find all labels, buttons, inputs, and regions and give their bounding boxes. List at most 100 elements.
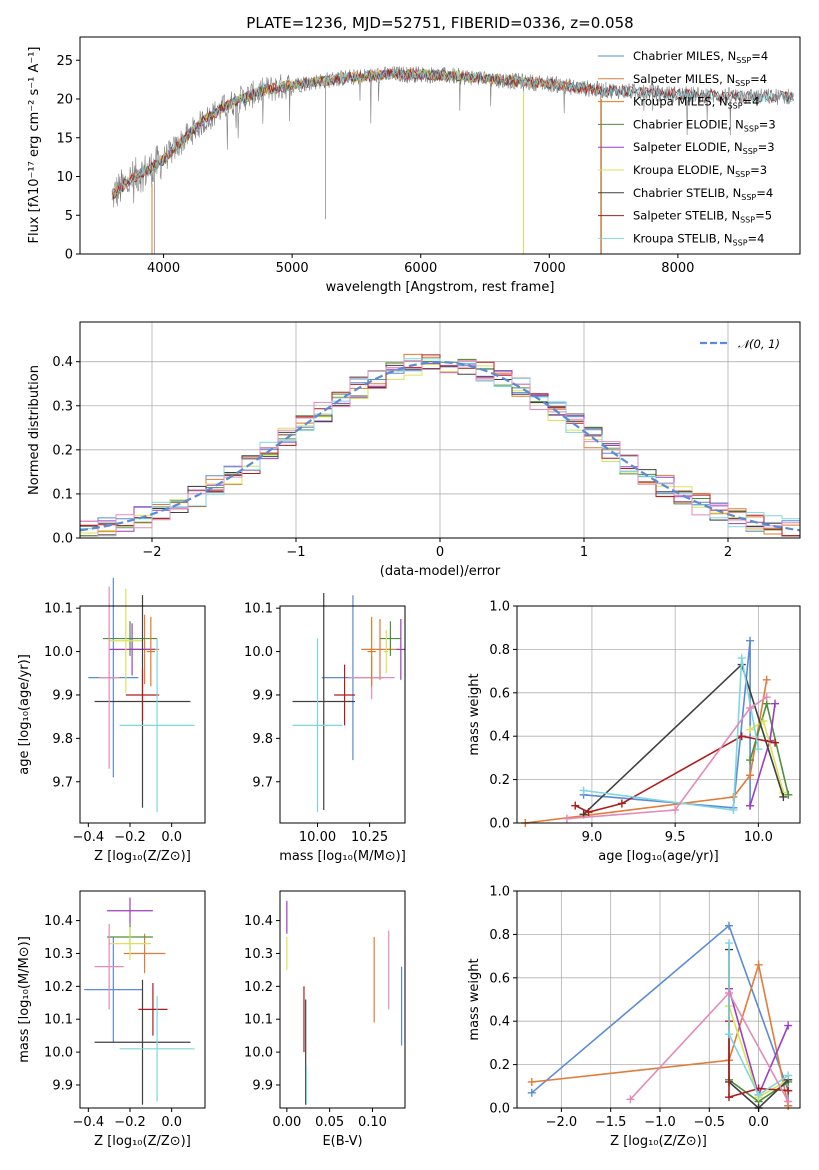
weight-marker: [779, 792, 788, 801]
y-tick-label: 10.4: [44, 914, 73, 929]
x-tick-label: 0.0: [161, 830, 182, 845]
x-tick-label: 7000: [533, 261, 566, 276]
y-tick-label: 1.0: [489, 600, 510, 615]
x-axis-label: E(B-V): [322, 1134, 362, 1149]
x-tick-label: −0.4: [73, 1115, 105, 1130]
y-tick-label: 0.2: [489, 773, 510, 788]
legend-label-subscript: SSP: [743, 147, 758, 156]
panel-mass_vs_z: −0.4 −0.2 0.0 9.9 10.0 10.1 10.2 10.3 10.4 Z [log…: [17, 890, 206, 1149]
x-tick-label: 0: [436, 545, 444, 560]
y-tick-label: 0.2: [52, 443, 73, 458]
legend-label-gaussian: 𝒩(0, 1): [738, 337, 780, 351]
weight-marker: [725, 988, 734, 997]
legend-label-rest: =3: [759, 117, 776, 131]
weight-marker: [737, 732, 746, 741]
y-tick-label: 10.1: [44, 1013, 73, 1028]
x-tick-label: 9.0: [582, 830, 603, 845]
y-axis-label: Flux [fλ10⁻¹⁷ erg cm⁻² s⁻¹ A⁻¹]: [27, 47, 42, 244]
observed-spectrum: [111, 66, 794, 208]
x-tick-label: 10.00: [299, 830, 336, 845]
weight-marker: [725, 921, 734, 930]
model-line-4: [111, 67, 524, 201]
y-tick-label: 9.9: [52, 688, 73, 703]
x-axis-label: wavelength [Angstrom, rest frame]: [326, 280, 555, 295]
y-tick-label: 0.4: [489, 1015, 510, 1030]
y-tick-label: 10.1: [244, 602, 273, 617]
x-tick-label: 8000: [661, 261, 694, 276]
weight-marker: [784, 1097, 793, 1106]
y-tick-label: 0.3: [52, 399, 73, 414]
legend-label-subscript: SSP: [740, 216, 755, 225]
panel-residuals: 𝒩(0, 1) −2 −1 0 1 2 0.0 0.1 0.2 0.3 0.4 (data-model…: [27, 321, 801, 579]
y-tick-label: 25: [56, 54, 73, 69]
weight-marker: [759, 717, 768, 726]
weight-marker: [746, 756, 755, 765]
x-tick-label: −0.5: [693, 1115, 725, 1130]
y-tick-label: 10: [56, 170, 73, 185]
x-tick-label: 0.00: [272, 1115, 301, 1130]
weight-marker: [527, 1077, 536, 1086]
legend-label-subscript: SSP: [736, 56, 751, 65]
legend-label: Kroupa STELIB, NSSP=4: [633, 231, 764, 247]
legend-label-rest: =3: [758, 140, 775, 154]
x-tick-label: 10.25: [351, 830, 388, 845]
y-tick-label: 1.0: [489, 885, 510, 900]
y-tick-label: 10.1: [244, 1013, 273, 1028]
legend-label-rest: =4: [751, 49, 768, 63]
y-tick-label: 0.1: [52, 487, 73, 502]
y-tick-label: 0: [65, 248, 73, 263]
y-tick-label: 0.4: [52, 355, 73, 370]
weight-marker: [762, 693, 771, 702]
y-axis-label: mass [log₁₀(M/M⊙)]: [17, 936, 32, 1063]
x-tick-label: −1.5: [595, 1115, 627, 1130]
y-tick-label: 10.4: [244, 914, 273, 929]
histogram-8: [79, 360, 801, 538]
panel-mass_vs_ebv: 0.00 0.05 0.10 9.9 10.0 10.1 10.2 10.3 10.4 E(B-V…: [244, 890, 406, 1149]
legend-label-subscript: SSP: [735, 79, 750, 88]
x-axis-label: Z [log₁₀(Z/Z⊙)]: [610, 1134, 707, 1149]
x-tick-label: −2: [142, 545, 161, 560]
x-axis-label: Z [log₁₀(Z/Z⊙)]: [94, 849, 191, 864]
x-tick-label: −1: [286, 545, 305, 560]
axes-frame: [79, 36, 801, 255]
y-tick-label: 10.2: [44, 980, 73, 995]
x-tick-label: 1: [580, 545, 588, 560]
legend-label: Salpeter STELIB, NSSP=5: [633, 209, 772, 225]
weight-line-1: [525, 679, 768, 824]
legend-label-subscript: SSP: [733, 238, 748, 247]
x-tick-label: −2.0: [546, 1115, 578, 1130]
panel-spectrum: Chabrier MILES, NSSP=4 Salpeter MILES, NS…: [27, 36, 801, 295]
model-line-5: [111, 68, 524, 200]
weight-line-6: [728, 1021, 789, 1099]
x-tick-label: −0.4: [73, 830, 105, 845]
y-tick-label: 20: [56, 93, 73, 108]
histogram-7: [79, 358, 801, 538]
legend-label-rest: =4: [750, 72, 767, 86]
y-tick-label: 9.7: [252, 775, 273, 790]
x-tick-label: 4000: [147, 261, 180, 276]
legend-label-rest: =4: [743, 95, 760, 109]
x-tick-label: 6000: [404, 261, 437, 276]
panel-age_vs_z: −0.4 −0.2 0.0 9.7 9.8 9.9 10.0 10.1 Z [log₁₀(Z/Z…: [17, 577, 206, 864]
x-tick-label: −1.0: [644, 1115, 676, 1130]
y-tick-label: 0.8: [489, 928, 510, 943]
weight-line-7: [583, 657, 760, 811]
weight-marker: [746, 801, 755, 810]
y-tick-label: 0.0: [489, 1102, 510, 1117]
weight-marker: [784, 1071, 793, 1080]
weight-marker: [737, 654, 746, 663]
legend-label-rest: =3: [750, 163, 767, 177]
y-tick-label: 10.0: [44, 1046, 73, 1061]
legend-label: Chabrier MILES, NSSP=4: [633, 49, 768, 65]
x-axis-label: (data-model)/error: [380, 564, 501, 579]
weight-marker: [771, 738, 780, 747]
weight-marker: [746, 703, 755, 712]
axes-frame: [79, 890, 206, 1109]
y-tick-label: 0.6: [489, 971, 510, 986]
y-axis-label: mass weight: [467, 673, 482, 755]
legend-label-rest: =4: [748, 231, 765, 245]
model-line-8: [111, 68, 794, 201]
y-tick-label: 9.9: [252, 1078, 273, 1093]
x-tick-label: 0.0: [161, 1115, 182, 1130]
